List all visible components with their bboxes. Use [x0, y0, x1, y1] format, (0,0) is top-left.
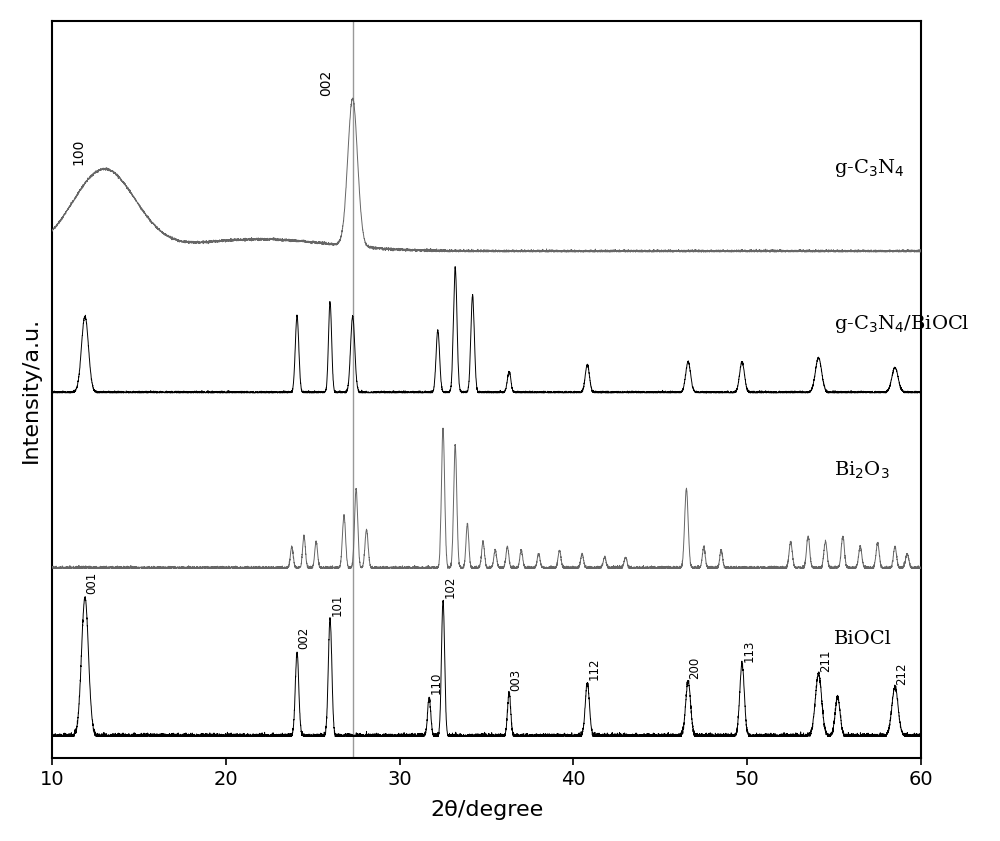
Text: 102: 102	[443, 576, 456, 598]
Text: 212: 212	[895, 663, 908, 685]
Text: 113: 113	[742, 639, 755, 662]
X-axis label: 2θ/degree: 2θ/degree	[430, 800, 543, 820]
Text: g-C$_3$N$_4$/BiOCl: g-C$_3$N$_4$/BiOCl	[834, 313, 970, 335]
Text: 112: 112	[588, 657, 601, 680]
Text: Bi$_2$O$_3$: Bi$_2$O$_3$	[834, 460, 890, 481]
Text: 110: 110	[430, 671, 443, 694]
Text: 002: 002	[320, 70, 334, 96]
Text: 200: 200	[689, 657, 702, 679]
Text: 002: 002	[297, 627, 310, 648]
Text: 001: 001	[85, 572, 98, 595]
Text: g-C$_3$N$_4$: g-C$_3$N$_4$	[834, 156, 905, 178]
Text: 101: 101	[331, 594, 344, 616]
Text: BiOCl: BiOCl	[834, 630, 892, 648]
Y-axis label: Intensity/a.u.: Intensity/a.u.	[21, 316, 41, 463]
Text: 211: 211	[819, 649, 832, 672]
Text: 003: 003	[510, 669, 523, 691]
Text: 100: 100	[71, 139, 85, 165]
